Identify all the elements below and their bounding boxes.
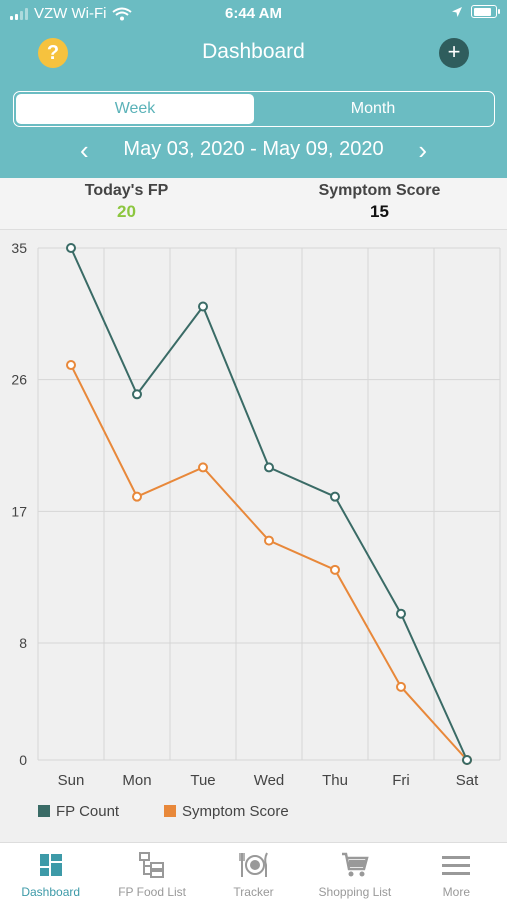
series-line-symptom-score bbox=[70, 364, 468, 761]
menu-icon bbox=[442, 856, 471, 875]
date-range-row: ‹ May 03, 2020 - May 09, 2020 › bbox=[0, 134, 507, 168]
cart-icon bbox=[341, 852, 369, 877]
todays-fp-value: 20 bbox=[117, 202, 136, 221]
y-tick-label: 0 bbox=[19, 752, 27, 768]
wifi-icon bbox=[112, 7, 133, 20]
help-button[interactable]: ? bbox=[38, 38, 68, 68]
y-tick-label: 17 bbox=[11, 503, 27, 519]
legend-label-symptom-score: Symptom Score bbox=[182, 803, 289, 820]
tab-more[interactable]: More bbox=[406, 843, 507, 900]
status-left: VZW Wi-Fi bbox=[10, 5, 133, 22]
location-icon bbox=[452, 6, 462, 17]
tab-label: FP Food List bbox=[118, 885, 187, 899]
legend-swatch-fp-count bbox=[38, 805, 50, 817]
chart-panel: 0 8 17 26 35 Sun Mon Tue Wed Thu Fri Sat FP Count Sym… bbox=[0, 232, 507, 842]
data-point-fp-count bbox=[132, 389, 142, 400]
x-tick-label: Wed bbox=[254, 772, 285, 789]
y-tick-label: 35 bbox=[11, 240, 27, 256]
signal-icon bbox=[10, 7, 28, 20]
data-point-fp-count bbox=[66, 243, 76, 253]
food-list-icon bbox=[139, 852, 165, 878]
data-point-symptom-score bbox=[66, 360, 76, 371]
data-point-fp-count bbox=[264, 462, 274, 473]
todays-fp: Today's FP 20 bbox=[0, 182, 253, 222]
data-point-symptom-score bbox=[264, 535, 274, 546]
segment-month[interactable]: Month bbox=[350, 100, 396, 117]
nav-bar: ? Dashboard + bbox=[0, 30, 507, 78]
status-right bbox=[451, 5, 500, 18]
x-tick-label: Sun bbox=[58, 772, 85, 789]
data-point-fp-count bbox=[396, 608, 406, 619]
y-tick-label: 26 bbox=[11, 372, 27, 388]
add-button[interactable]: + bbox=[439, 38, 469, 68]
segment-week[interactable]: Week bbox=[16, 94, 254, 124]
tab-label: Shopping List bbox=[318, 885, 392, 899]
summary-panel: Today's FP 20 Symptom Score 15 bbox=[0, 178, 507, 230]
tab-label: More bbox=[442, 885, 470, 899]
tab-bar: Dashboard FP Food List T bbox=[0, 842, 507, 900]
x-tick-label: Fri bbox=[392, 772, 410, 789]
battery-icon bbox=[471, 5, 500, 18]
legend-label-fp-count: FP Count bbox=[56, 803, 120, 820]
tab-tracker[interactable]: Tracker bbox=[203, 843, 304, 900]
symptom-score: Symptom Score 15 bbox=[253, 182, 506, 222]
tab-label: Dashboard bbox=[21, 885, 81, 899]
tab-dashboard[interactable]: Dashboard bbox=[0, 843, 101, 900]
tracker-icon bbox=[238, 852, 268, 877]
header: VZW Wi-Fi 6:44 AM ? Dashboard + Week Mon… bbox=[0, 0, 507, 178]
data-point-fp-count bbox=[330, 491, 340, 502]
status-time: 6:44 AM bbox=[225, 5, 282, 22]
page-title: Dashboard bbox=[202, 40, 305, 63]
symptom-score-value: 15 bbox=[370, 202, 389, 221]
status-bar: VZW Wi-Fi 6:44 AM bbox=[0, 0, 507, 28]
date-range-label: May 03, 2020 - May 09, 2020 bbox=[123, 138, 384, 160]
prev-range-button[interactable]: ‹ bbox=[80, 135, 89, 165]
legend-swatch-symptom-score bbox=[164, 805, 176, 817]
data-point-fp-count bbox=[462, 755, 472, 765]
line-chart: 0 8 17 26 35 Sun Mon Tue Wed Thu Fri Sat FP Count Sym… bbox=[11, 240, 501, 820]
data-point-symptom-score bbox=[330, 564, 340, 575]
series-line-fp-count bbox=[70, 247, 468, 761]
x-tick-label: Mon bbox=[122, 772, 151, 789]
y-tick-label: 8 bbox=[19, 635, 27, 651]
todays-fp-label: Today's FP bbox=[84, 182, 169, 199]
data-point-symptom-score bbox=[198, 462, 208, 473]
next-range-button[interactable]: › bbox=[418, 135, 427, 165]
data-point-fp-count bbox=[198, 301, 208, 312]
tab-shopping-list[interactable]: Shopping List bbox=[304, 843, 405, 900]
x-tick-label: Tue bbox=[190, 772, 215, 789]
symptom-score-label: Symptom Score bbox=[318, 182, 441, 199]
data-point-symptom-score bbox=[396, 681, 406, 692]
tab-label: Tracker bbox=[233, 885, 274, 899]
x-tick-label: Thu bbox=[322, 772, 348, 789]
tab-fp-food-list[interactable]: FP Food List bbox=[101, 843, 202, 900]
period-segmented-control: Week Month bbox=[13, 91, 495, 127]
x-tick-label: Sat bbox=[456, 772, 479, 789]
dashboard-icon bbox=[39, 854, 62, 876]
data-point-symptom-score bbox=[132, 491, 142, 502]
carrier-label: VZW Wi-Fi bbox=[34, 5, 107, 22]
